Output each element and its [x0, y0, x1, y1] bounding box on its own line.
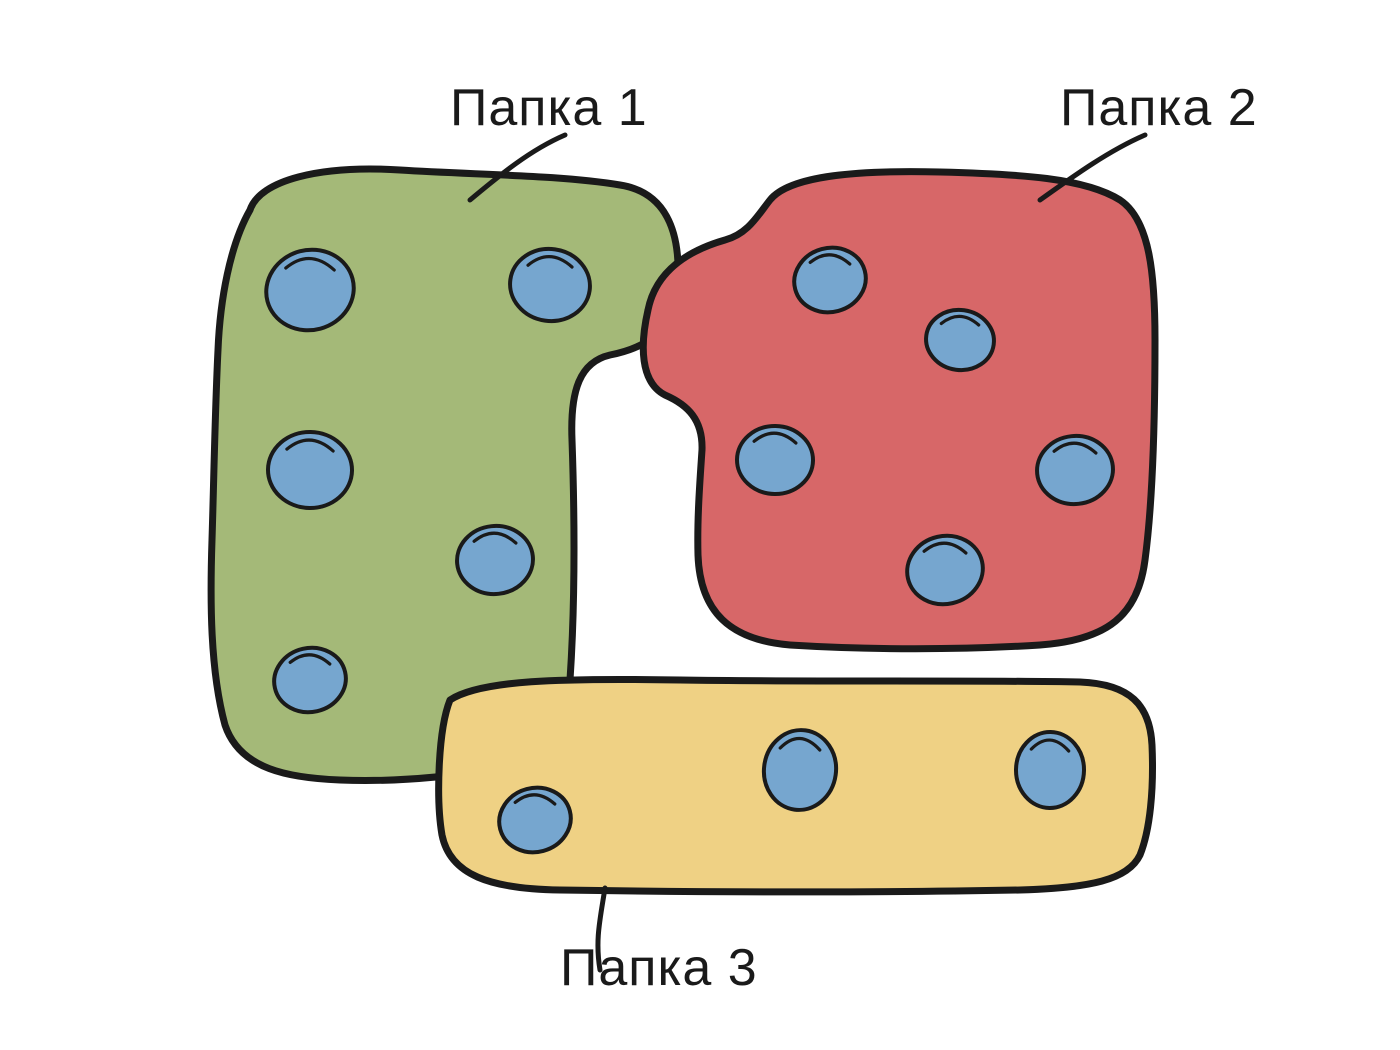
- folder-2-shape: [643, 172, 1155, 649]
- diagram-svg: [0, 0, 1400, 1050]
- folder-3-label: Папка 3: [560, 938, 758, 998]
- folder-2-label: Папка 2: [1060, 78, 1258, 138]
- folder-2-dot: [736, 425, 813, 494]
- folder-1-dot: [267, 431, 352, 508]
- folder-1-label: Папка 1: [450, 78, 648, 138]
- folder-3-dot: [1015, 731, 1084, 808]
- diagram-stage: Папка 1 Папка 2 Папка 3: [0, 0, 1400, 1050]
